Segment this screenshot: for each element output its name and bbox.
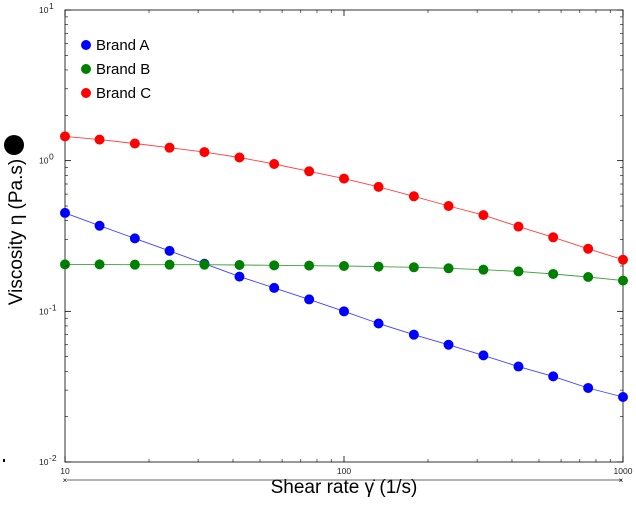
data-point [129,259,140,270]
legend-label: Brand C [96,85,151,102]
data-point [443,201,454,212]
scroll-marker-right: × [619,476,624,485]
data-point [94,134,105,145]
legend-marker [81,40,91,50]
legend: Brand A Brand B Brand C [81,37,151,102]
data-point [583,382,594,393]
data-point [373,181,384,192]
data-point [304,294,315,305]
x-tick-label: 100 [337,466,351,476]
data-point [478,350,489,361]
data-point [234,152,245,163]
data-point [129,138,140,149]
x-tick-label: 10 [60,466,70,476]
data-point [443,339,454,350]
data-point [408,191,419,202]
data-point [234,271,245,282]
data-point [339,306,349,317]
y-tick-exponent: -2 [49,453,57,463]
data-point [583,271,594,282]
data-point [60,207,70,218]
y-tick-exponent: -1 [49,302,57,312]
data-point [513,361,524,372]
data-point [94,259,105,270]
data-point [199,147,210,158]
legend-label: Brand B [96,61,150,78]
legend-marker [81,88,91,98]
y-tick-label: 10 [39,306,49,316]
data-point [129,233,140,244]
scroll-marker-left: × [63,476,68,485]
data-point [443,263,454,274]
data-point [94,220,105,231]
data-point [339,260,349,271]
data-point [513,266,524,277]
data-point [373,318,384,329]
data-point [60,131,70,142]
edge-marker-left [3,459,5,462]
data-point [583,243,594,254]
data-point [548,268,559,279]
series-line-2 [64,135,624,261]
series-layer [60,131,628,403]
data-point [618,254,628,265]
data-point [164,259,175,270]
x-axis-label: Shear rate γ̇ (1/s) [271,477,418,498]
data-point [373,261,384,272]
series-line-0 [64,212,624,398]
data-point [234,260,245,271]
y-tick-label: 10 [39,457,49,467]
data-point [513,221,524,232]
data-point [269,260,280,271]
y-tick-label: 10 [39,156,49,166]
y-axis-label-marker [4,135,24,155]
y-tick-label: 10 [39,5,49,15]
data-point [304,166,315,177]
data-point [478,210,489,221]
x-tick-label: 1000 [614,466,633,476]
data-point [548,232,559,243]
y-axis-label: Viscosity η (Pa.s) [6,159,27,305]
data-point [408,262,419,273]
legend-label: Brand A [96,37,149,54]
data-point [60,259,70,270]
legend-marker [81,64,91,74]
data-point [269,159,280,170]
data-point [164,245,175,256]
y-tick-exponent: 1 [49,1,54,11]
data-point [199,259,210,270]
data-point [304,260,315,271]
data-point [478,264,489,275]
data-point [164,142,175,153]
data-point [408,329,419,340]
data-point [269,282,280,293]
data-point [618,392,628,403]
data-point [339,173,349,184]
data-point [618,275,628,286]
data-point [548,371,559,382]
y-tick-exponent: 0 [49,152,54,162]
